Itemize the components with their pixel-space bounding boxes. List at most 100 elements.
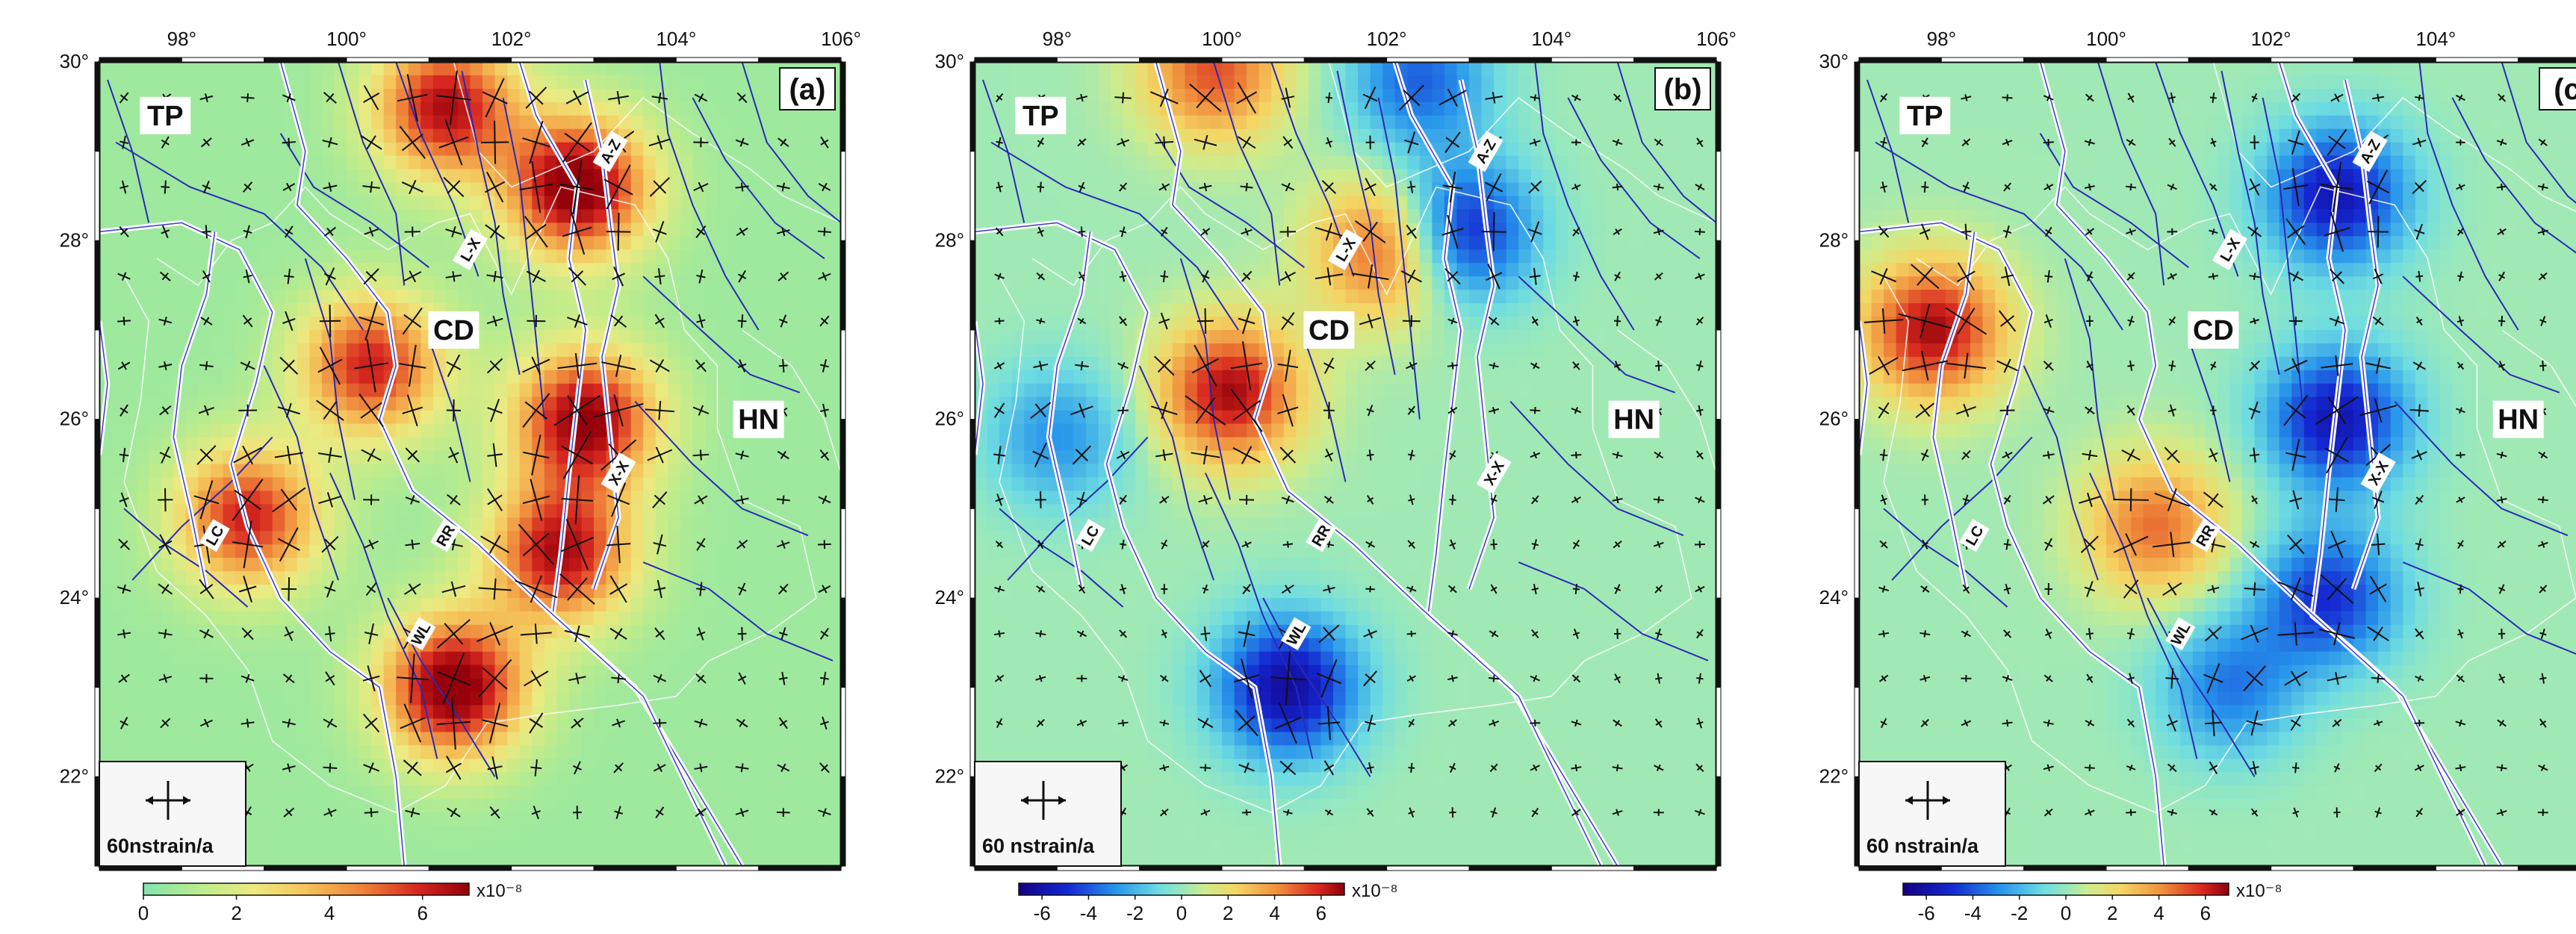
- strain-cross: [1318, 706, 1341, 741]
- strain-cross: [2044, 226, 2052, 237]
- frame-tick-bar: [2435, 57, 2519, 63]
- strain-cross: [2127, 673, 2135, 685]
- strain-cross: [2414, 719, 2425, 727]
- strain-cross: [1404, 131, 1419, 154]
- strain-cross: [2365, 358, 2391, 374]
- strain-cross: [2246, 710, 2263, 736]
- strain-cross: [1879, 449, 1888, 461]
- strain-cross: [1274, 702, 1302, 744]
- strain-cross: [1695, 317, 1704, 326]
- strain-cross: [1364, 178, 1377, 196]
- region-label-box: [140, 96, 191, 134]
- frame-tick-bar: [840, 61, 846, 152]
- strain-cross: [1871, 268, 1897, 285]
- strain-cross: [1406, 585, 1417, 593]
- strain-cross: [1199, 670, 1211, 688]
- strain-cross: [735, 495, 749, 505]
- strain-cross: [2457, 540, 2464, 549]
- strain-cross: [441, 581, 466, 597]
- strain-cross: [322, 137, 338, 148]
- strain-cross: [243, 269, 252, 284]
- strain-cross: [2207, 585, 2220, 594]
- frame-tick-bar: [1468, 57, 1552, 63]
- strain-cross: [1036, 718, 1046, 728]
- strain-cross: [443, 176, 465, 198]
- frame-tick-bar: [511, 57, 595, 63]
- strain-cross: [362, 181, 380, 193]
- colorbar-unit: x10⁻⁸: [477, 881, 523, 901]
- strain-cross: [2415, 317, 2423, 326]
- region-label-box: [1015, 96, 1067, 134]
- strain-cross: [1447, 719, 1457, 727]
- strain-cross: [737, 672, 747, 685]
- strain-cross: [2210, 405, 2217, 416]
- strain-cross: [363, 494, 380, 505]
- strain-cross: [2456, 271, 2464, 281]
- strain-cross: [2082, 449, 2098, 461]
- region-label: CD: [1309, 315, 1350, 346]
- frame-tick-bar: [1551, 57, 1635, 63]
- strain-cross: [2042, 451, 2055, 459]
- strain-cross: [736, 92, 748, 104]
- strain-cross: [2084, 581, 2096, 597]
- strain-cross: [240, 718, 255, 728]
- strain-cross: [2127, 316, 2135, 326]
- strain-cross: [695, 359, 707, 373]
- fault-trace: [982, 79, 1025, 223]
- strain-cross: [360, 134, 382, 150]
- strain-cross: [1612, 496, 1623, 504]
- strain-cross: [776, 227, 790, 237]
- strain-cross: [323, 718, 338, 728]
- fault-trace: [461, 70, 521, 376]
- strain-cross: [323, 91, 337, 104]
- strain-cross: [2209, 761, 2218, 774]
- frame-tick-bar: [1716, 61, 1722, 152]
- strain-cross: [735, 137, 749, 147]
- colorbar-tick-label: 0: [2061, 902, 2071, 924]
- strain-cross: [1119, 182, 1128, 192]
- strain-cross: [1653, 183, 1664, 191]
- strain-cross: [1996, 358, 2018, 373]
- strain-cross: [319, 305, 341, 337]
- strain-cross: [1407, 540, 1416, 549]
- strain-cross: [1945, 307, 1987, 335]
- strain-cross: [1531, 807, 1539, 818]
- strain-cross: [2249, 541, 2260, 548]
- frame-tick-bar: [94, 597, 100, 688]
- strain-cross: [1159, 720, 1170, 726]
- strain-cross: [735, 808, 749, 818]
- strain-cross: [1077, 317, 1087, 325]
- strain-cross: [196, 445, 217, 465]
- strain-cross: [1242, 809, 1252, 816]
- strain-cross: [2496, 183, 2507, 191]
- strain-cross: [2455, 764, 2466, 772]
- strain-cross: [1489, 675, 1500, 682]
- strain-cross: [487, 756, 503, 779]
- strain-cross: [118, 538, 131, 550]
- strain-cross: [2496, 496, 2507, 504]
- strain-cross: [1230, 341, 1263, 390]
- frame-tick-bar: [2518, 57, 2576, 63]
- strain-cross: [1366, 808, 1374, 817]
- lon-tick-label: 102°: [1367, 28, 1407, 50]
- strain-cross: [2414, 764, 2424, 771]
- strain-cross: [1237, 136, 1256, 149]
- strain-cross: [2285, 439, 2306, 471]
- frame-tick-bar: [1854, 329, 1860, 420]
- strain-cross: [232, 520, 264, 569]
- fault-trace: [642, 275, 801, 393]
- strain-cross: [448, 446, 459, 464]
- strain-cross: [736, 539, 748, 549]
- strain-cross: [2496, 451, 2507, 459]
- strain-cross: [607, 482, 630, 517]
- strain-cross: [820, 716, 829, 730]
- strain-cross: [1161, 539, 1168, 549]
- strain-cross: [1441, 214, 1464, 249]
- fault-label: WL: [2165, 617, 2196, 650]
- strain-cross: [2249, 273, 2260, 281]
- strain-cross: [485, 171, 506, 203]
- strain-cross: [1161, 226, 1168, 237]
- strain-cross: [776, 495, 790, 505]
- strain-crosses: [993, 81, 1705, 818]
- strain-cross: [1961, 94, 1972, 102]
